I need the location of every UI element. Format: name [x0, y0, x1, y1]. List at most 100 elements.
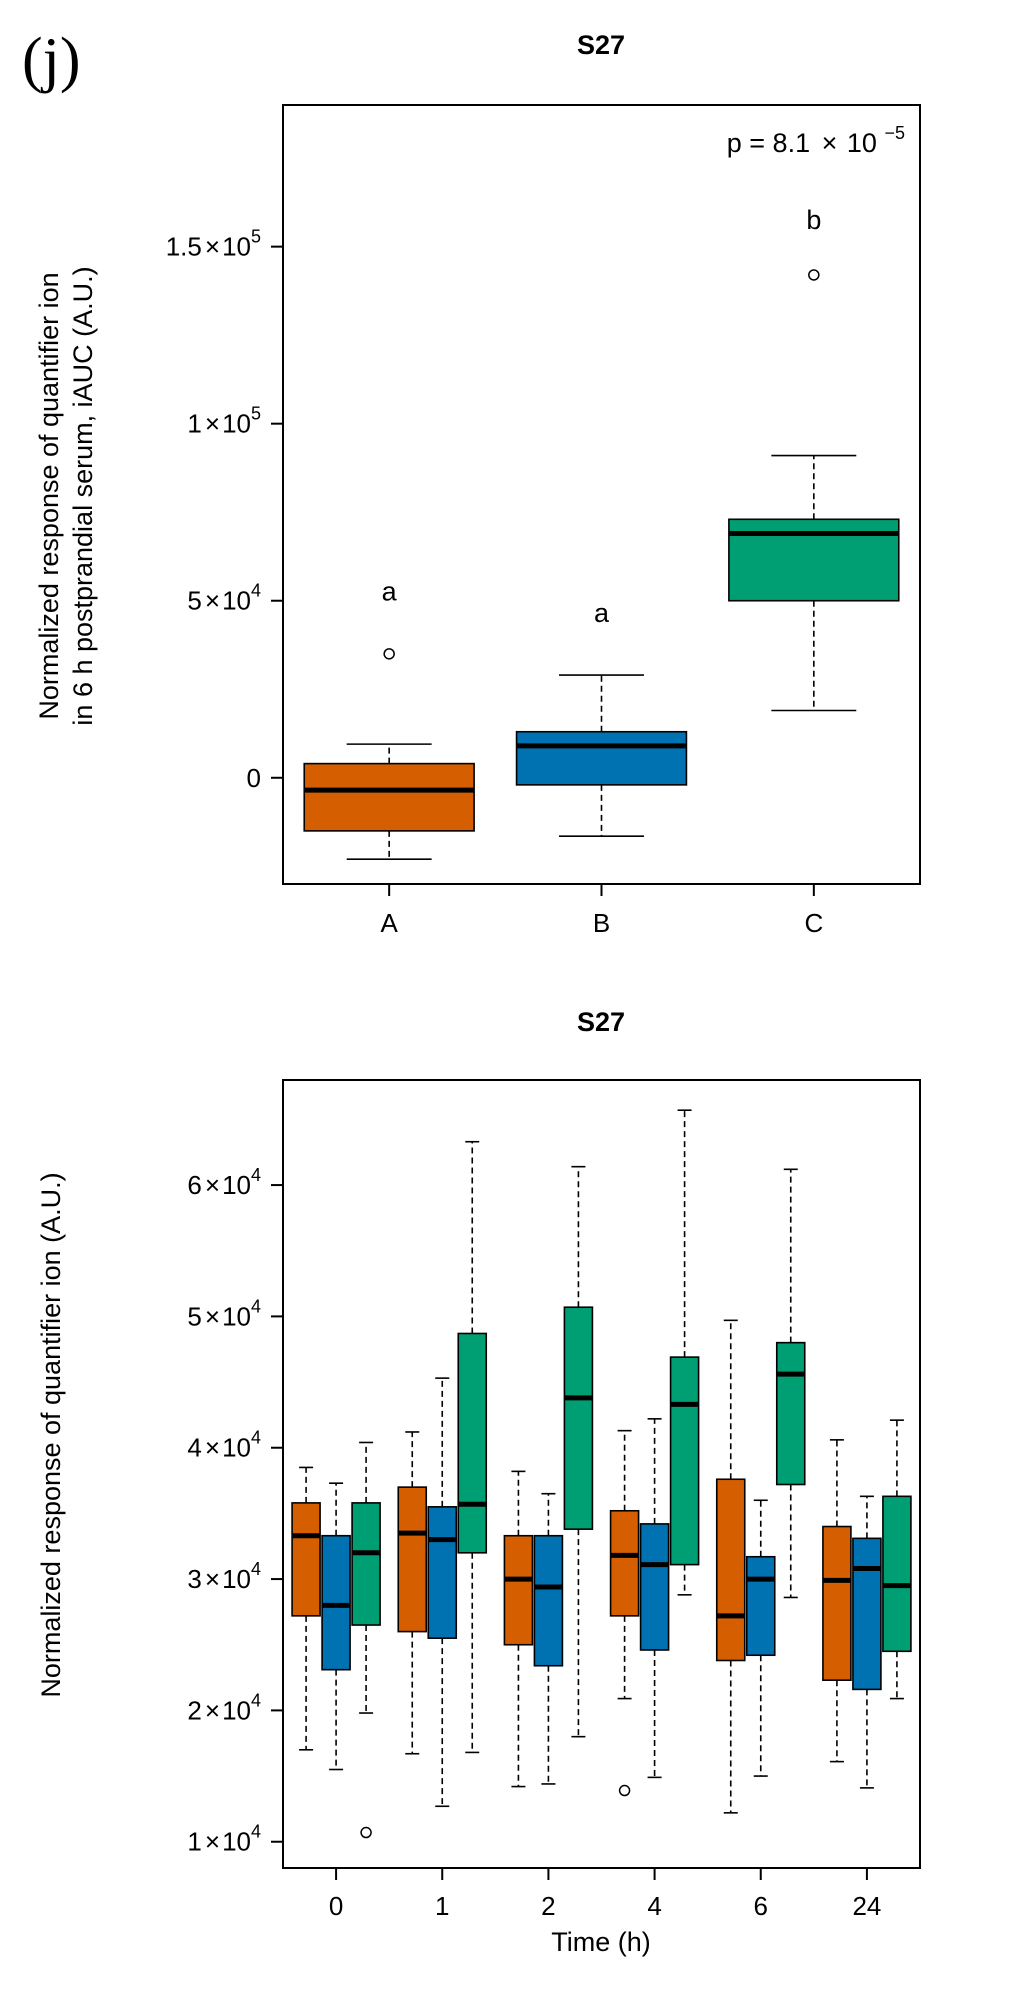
bottom-x-tick-label: 24	[852, 1891, 881, 1921]
bottom-y-tick-label-mantissa: 6	[187, 1170, 201, 1200]
top-y-tick-label-times-sign: ×	[205, 232, 220, 262]
bottom-y-tick-label-exponent: 4	[251, 1559, 261, 1579]
p-value-annotation: p = 8.1 × 10 −5	[727, 123, 905, 158]
bottom-x-tick-label: 1	[435, 1891, 449, 1921]
top-x-axis: A B C	[380, 884, 823, 938]
top-y-axis-label-line-1: Normalized response of quantifier ion	[34, 272, 64, 719]
bottom-y-tick-label-times-sign: ×	[205, 1301, 220, 1331]
box-iqr	[457, 1332, 488, 1554]
bottom-y-tick-label-base: 10	[222, 1827, 251, 1857]
bottom-y-tick-label: 3 ×104	[187, 1559, 261, 1594]
bottom-y-tick-label-exponent: 4	[251, 1296, 261, 1316]
top-chart-title: S27	[577, 30, 625, 60]
p-value-exponent: −5	[884, 123, 905, 143]
bottom-y-tick-label-base: 10	[222, 1301, 251, 1331]
outlier-point	[808, 269, 820, 281]
bottom-y-tick-label-exponent: 4	[251, 1690, 261, 1710]
bottom-box-t0-g1	[321, 1482, 351, 1771]
top-x-tick-label: A	[380, 908, 398, 938]
bottom-y-tick-label: 4 ×104	[187, 1428, 261, 1463]
box-iqr	[563, 1306, 594, 1530]
bottom-y-tick-label-exponent: 4	[251, 1428, 261, 1448]
bottom-box-t6-g0	[715, 1319, 746, 1814]
bottom-x-axis-label: Time (h)	[551, 1927, 651, 1957]
top-y-tick-label: 0	[247, 763, 261, 793]
bottom-box-t4-g2	[669, 1109, 700, 1596]
bottom-y-tick-label-exponent: 4	[251, 1822, 261, 1842]
bottom-y-tick-label-base: 10	[222, 1170, 251, 1200]
bottom-box-t4-g1	[639, 1418, 670, 1779]
box-iqr	[321, 1534, 351, 1671]
top-y-tick-label: 1.5 ×105	[166, 227, 261, 262]
box-iqr	[427, 1506, 458, 1639]
p-value-prefix: p = 8.1	[727, 128, 810, 158]
p-value-base: 10	[847, 128, 877, 158]
bottom-y-tick-label: 6 ×104	[187, 1165, 261, 1200]
top-y-axis-label-line-2: in 6 h postprandial serum, iAUC (A.U.)	[68, 266, 98, 725]
bottom-box-t24-g2	[882, 1419, 912, 1700]
box-iqr	[882, 1495, 912, 1653]
top-box-C	[728, 269, 900, 712]
bottom-y-tick-label-base: 10	[222, 1695, 251, 1725]
box-iqr	[775, 1341, 806, 1486]
bottom-y-tick-label-times-sign: ×	[205, 1170, 220, 1200]
bottom-y-tick-label: 5 ×104	[187, 1296, 261, 1331]
box-iqr	[715, 1478, 746, 1662]
box-iqr	[397, 1486, 428, 1633]
bottom-box-t1-g1	[427, 1377, 458, 1808]
box-iqr	[515, 730, 688, 786]
bottom-box-t0-g0	[291, 1466, 321, 1751]
box-iqr	[669, 1356, 700, 1566]
box-iqr	[533, 1534, 564, 1667]
bottom-box-t24-g0	[822, 1439, 852, 1763]
bottom-box-t0-g2	[351, 1441, 381, 1839]
bottom-plot-frame	[282, 1079, 921, 1869]
bottom-box-t6-g2	[775, 1168, 806, 1599]
box-iqr	[639, 1523, 670, 1651]
bottom-y-tick-label-times-sign: ×	[205, 1827, 220, 1857]
bottom-box-t1-g0	[397, 1431, 428, 1755]
bottom-y-tick-label: 1 ×104	[187, 1822, 261, 1857]
bottom-box-t2-g0	[503, 1470, 534, 1788]
outlier-point	[360, 1826, 372, 1839]
box-iqr	[852, 1537, 882, 1691]
bottom-y-tick-label: 2 ×104	[187, 1690, 261, 1725]
bottom-x-tick-label: 6	[754, 1891, 768, 1921]
top-y-tick-label: 1 ×105	[187, 404, 261, 439]
top-y-tick-label-exponent: 5	[251, 404, 261, 424]
bottom-y-tick-label-base: 10	[222, 1433, 251, 1463]
top-y-tick-label-exponent: 4	[251, 581, 261, 601]
bottom-x-tick-label: 4	[647, 1891, 661, 1921]
bottom-y-tick-label-mantissa: 5	[187, 1301, 201, 1331]
significance-letter: a	[382, 577, 398, 607]
box-iqr	[351, 1502, 381, 1626]
top-boxes: a a b	[303, 205, 900, 861]
bottom-y-tick-label-times-sign: ×	[205, 1695, 220, 1725]
bottom-boxes	[291, 1109, 912, 1839]
bottom-y-tick-label-mantissa: 4	[187, 1433, 201, 1463]
box-iqr	[303, 762, 475, 832]
box-iqr	[609, 1509, 640, 1617]
bottom-box-t4-g0	[609, 1429, 640, 1797]
bottom-box-t6-g1	[745, 1499, 776, 1777]
box-iqr	[822, 1525, 852, 1681]
bottom-x-tick-label: 2	[541, 1891, 555, 1921]
bottom-y-axis-label: Normalized response of quantifier ion (A…	[36, 1172, 66, 1697]
bottom-y-tick-label-times-sign: ×	[205, 1433, 220, 1463]
significance-letter: b	[806, 205, 821, 235]
top-y-tick-label-times-sign: ×	[205, 409, 220, 439]
bottom-x-axis: 0 1 2 4 6 24	[329, 1868, 881, 1921]
top-y-axis-label: Normalized response of quantifier ion in…	[34, 266, 98, 725]
top-y-tick-label-times-sign: ×	[205, 586, 220, 616]
top-y-tick-label-exponent: 5	[251, 227, 261, 247]
bottom-y-tick-label-mantissa: 1	[187, 1827, 201, 1857]
bottom-x-tick-label: 0	[329, 1891, 343, 1921]
outlier-point	[383, 648, 395, 660]
bottom-box-t24-g1	[852, 1495, 882, 1789]
top-panel: (j) S27 Normalized response of quantifie…	[22, 26, 921, 938]
box-iqr	[503, 1534, 534, 1646]
bottom-box-t2-g2	[563, 1165, 594, 1738]
top-y-tick-label: 5 ×104	[187, 581, 261, 616]
